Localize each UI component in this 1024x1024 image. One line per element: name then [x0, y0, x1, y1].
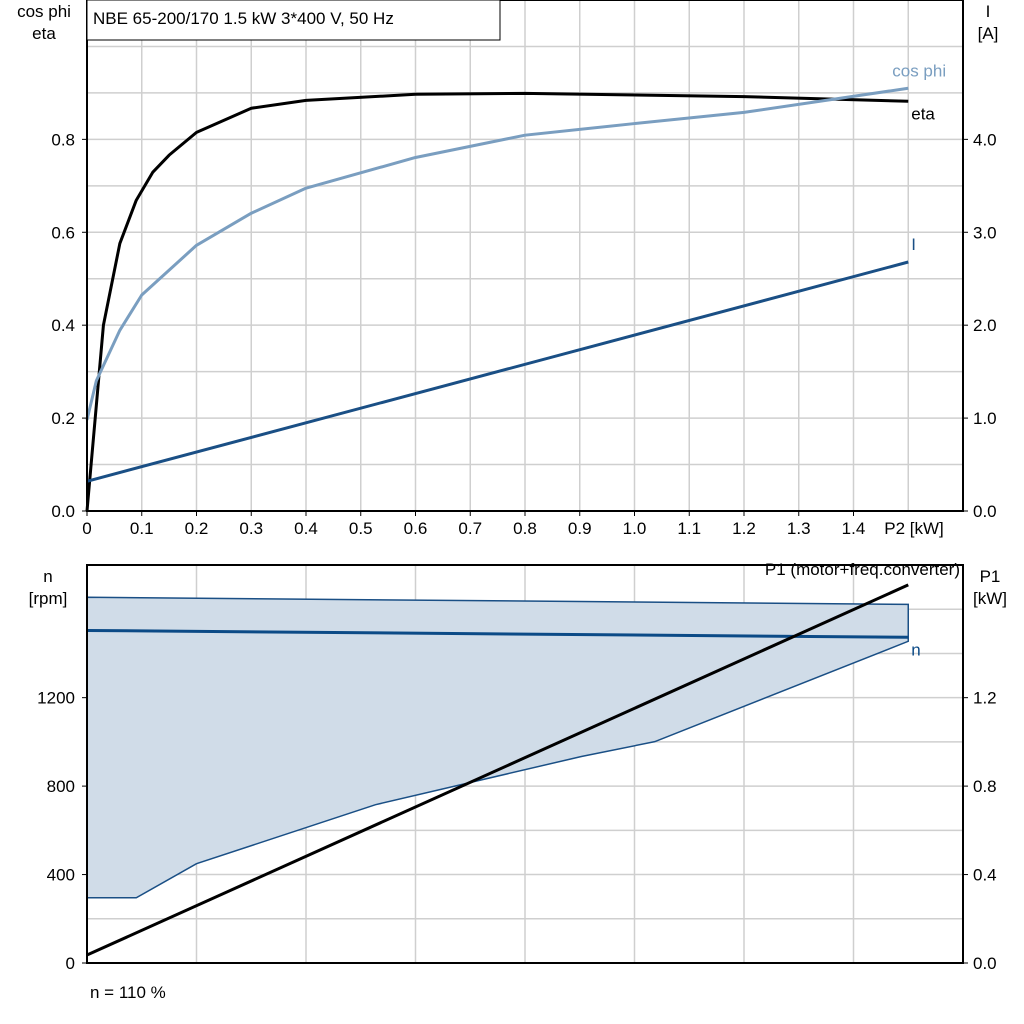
y-left-tick-label: 800 [47, 777, 75, 796]
x-tick-label: 0.9 [568, 519, 592, 538]
y-right-axis-label: [kW] [973, 589, 1007, 608]
series-cos-line [85, 86, 909, 421]
y-left-tick-label: 0.0 [51, 502, 75, 521]
y-right-axis-label: P1 [980, 567, 1001, 586]
y-right-tick-label: 2.0 [973, 316, 997, 335]
series-i-line [86, 260, 909, 483]
y-left-axis-label: eta [32, 24, 56, 43]
x-tick-label: 0.7 [458, 519, 482, 538]
y-left-tick-label: 0.8 [51, 130, 75, 149]
y-right-tick-label: 4.0 [973, 130, 997, 149]
y-left-tick-label: 0.4 [51, 316, 75, 335]
x-tick-label: 0.6 [404, 519, 428, 538]
x-tick-label: 0.2 [185, 519, 209, 538]
series-eta-line [85, 91, 909, 512]
series-p1-line [86, 583, 909, 957]
y-right-tick-label: 0.0 [973, 502, 997, 521]
x-tick-label: 1.4 [842, 519, 866, 538]
y-left-axis-label: n [43, 567, 52, 586]
y-left-tick-label: 1200 [37, 689, 75, 708]
x-tick-label: 1.0 [623, 519, 647, 538]
y-right-axis-label: [A] [978, 24, 999, 43]
y-right-tick-label: 3.0 [973, 223, 997, 242]
y-right-axis-label: I [986, 2, 991, 21]
y-right-tick-label: 0.0 [973, 954, 997, 973]
x-tick-label: 0.1 [130, 519, 154, 538]
x-tick-label: 0.8 [513, 519, 537, 538]
x-tick-label: 1.2 [732, 519, 756, 538]
title-box [86, 0, 501, 41]
y-right-tick-label: 1.2 [973, 689, 997, 708]
series-label: eta [911, 104, 935, 123]
x-tick-label: 1.3 [787, 519, 811, 538]
series-n-line [86, 628, 909, 639]
y-left-tick-label: 0.6 [51, 223, 75, 242]
y-right-tick-label: 0.8 [973, 777, 997, 796]
x-tick-label: 0 [82, 519, 91, 538]
y-left-axis-label: [rpm] [29, 589, 68, 608]
x-axis-label: P2 [kW] [884, 519, 944, 538]
x-tick-label: 0.5 [349, 519, 373, 538]
series-label: I [911, 235, 916, 254]
chart-title: NBE 65-200/170 1.5 kW 3*400 V, 50 Hz [93, 9, 394, 28]
y-right-tick-label: 0.4 [973, 866, 997, 885]
x-tick-label: 1.1 [677, 519, 701, 538]
y-right-tick-label: 1.0 [973, 409, 997, 428]
series-label: cos phi [892, 61, 946, 80]
x-tick-label: 0.4 [294, 519, 318, 538]
series-label: P1 (motor+freq.converter) [765, 560, 960, 579]
operating-range-area [86, 596, 909, 899]
series-label: n [911, 640, 920, 659]
y-left-tick-label: 0 [66, 954, 75, 973]
footer-note: n = 110 % [90, 983, 166, 1002]
y-left-axis-label: cos phi [17, 2, 71, 21]
plot-frame [86, 564, 964, 964]
x-tick-label: 0.3 [239, 519, 263, 538]
y-left-tick-label: 400 [47, 866, 75, 885]
y-left-tick-label: 0.2 [51, 409, 75, 428]
